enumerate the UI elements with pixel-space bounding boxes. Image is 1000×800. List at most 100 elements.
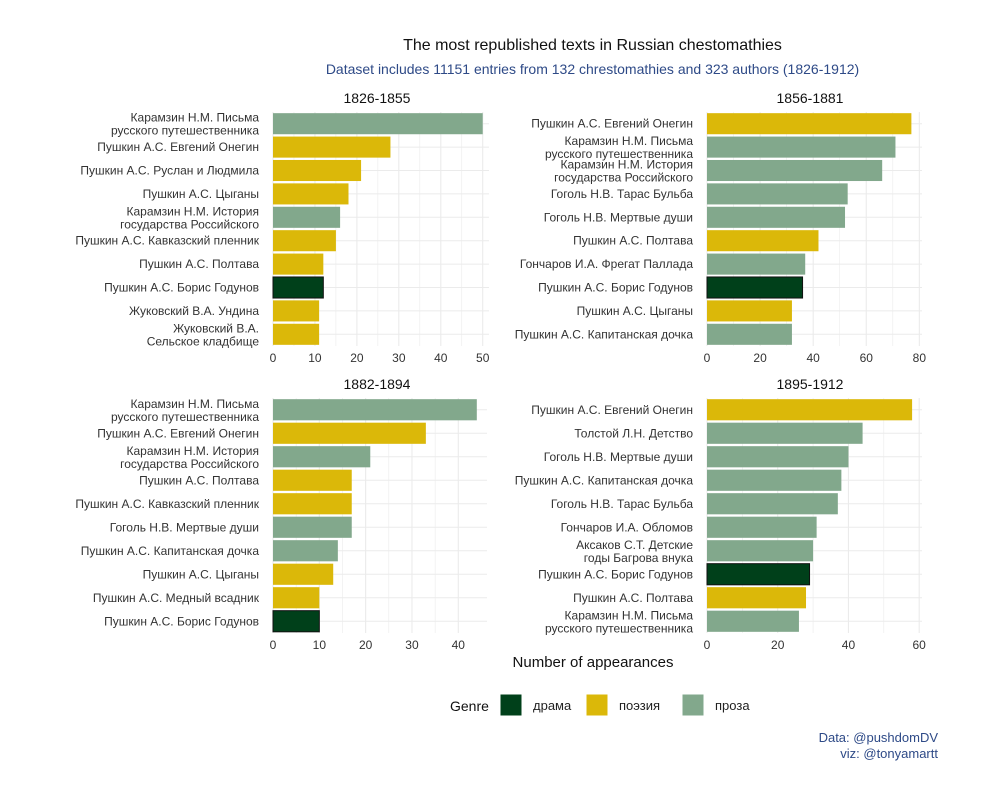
- bar-пушкин-а-с-кавказский-пленник: [273, 493, 352, 515]
- bar-пушкин-а-с-кавказский-пленник: [273, 230, 336, 252]
- panel-1856-1881: 0 20 40 60 80 1856-1881 Пушкин А.С. Евгений Он…: [515, 90, 927, 365]
- panel-1882-1894: 0 10 20 30 40 1882-1894 Карамзин Н.М. Письма ру…: [75, 376, 487, 652]
- bar-пушкин-а-с-полтава: [707, 230, 819, 252]
- x-tick-label: 0: [270, 638, 277, 652]
- category-label: Гоголь Н.В. Мертвые души: [544, 450, 693, 464]
- bar-карамзин-н-м-письма-русского-путешественника: [273, 399, 477, 421]
- x-tick-label: 40: [452, 638, 466, 652]
- category-label: Пушкин А.С. Кавказский пленник: [75, 234, 259, 248]
- category-label: Жуковский В.А. Ундина: [129, 304, 259, 318]
- bar-пушкин-а-с-цыганы: [273, 183, 349, 205]
- legend: Genre драма поэзия проза: [450, 693, 750, 717]
- bar-пушкин-а-с-евгений-онегин: [273, 422, 426, 444]
- bar-гончаров-и-а-фрегат-паллада: [707, 253, 806, 275]
- category-label: Жуковский В.А. Сельское кладбище: [147, 321, 260, 348]
- x-tick-label: 40: [434, 351, 448, 365]
- bar-жуковский-в-а-ундина: [273, 300, 320, 322]
- category-label: Пушкин А.С. Евгений Онегин: [97, 426, 259, 440]
- caption: Data: @pushdomDV viz: @tonyamartt: [819, 730, 938, 762]
- category-label: Пушкин А.С. Полтава: [573, 234, 693, 248]
- legend-swatch-проза: [681, 693, 705, 717]
- panel-title: 1895-1912: [777, 376, 844, 392]
- chart-subtitle: Dataset includes 11151 entries from 132 …: [325, 61, 860, 77]
- bar-гончаров-и-а-обломов: [707, 516, 817, 538]
- legend-swatch-поэзия: [585, 693, 609, 717]
- bar-гоголь-н-в-мертвые-души: [273, 516, 352, 538]
- bar-пушкин-а-с-евгений-онегин: [273, 136, 391, 158]
- category-label: Толстой Л.Н. Детство: [574, 426, 693, 440]
- bar-пушкин-а-с-руслан-и-людмила: [273, 159, 362, 182]
- category-label: Пушкин А.С. Цыганы: [143, 567, 259, 581]
- panel-title: 1856-1881: [777, 90, 844, 106]
- caption-viz-credit: viz: @tonyamartt: [840, 746, 938, 761]
- category-label: Пушкин А.С. Капитанская дочка: [515, 327, 694, 341]
- panel-title: 1826-1855: [344, 90, 411, 106]
- panel-1895-1912: 0 20 40 60 1895-1912 Пушкин А.С. Евгений Онег…: [515, 376, 926, 652]
- x-tick-label: 60: [860, 351, 874, 365]
- legend-swatch-драма: [499, 693, 523, 717]
- bar-гоголь-н-в-тарас-бульба: [707, 493, 838, 515]
- x-tick-label: 30: [392, 351, 406, 365]
- legend-label: проза: [715, 698, 750, 713]
- bar-карамзин-н-м-письма-русского-путешественника: [707, 610, 799, 632]
- bar-толстой-л-н-детство: [707, 422, 863, 444]
- category-label: Гоголь Н.В. Мертвые души: [110, 520, 259, 534]
- bar-пушкин-а-с-борис-годунов: [272, 610, 320, 633]
- bar-пушкин-а-с-евгений-онегин: [707, 399, 913, 421]
- category-label: Гоголь Н.В. Мертвые души: [544, 210, 693, 224]
- category-label: Пушкин А.С. Евгений Онегин: [97, 140, 259, 154]
- category-label: Карамзин Н.М. История государства Российс…: [120, 444, 259, 471]
- category-label: Карамзин Н.М. Письма русского путешествен…: [111, 111, 259, 138]
- category-label: Аксаков С.Т. Детские годы Багрова внука: [576, 538, 693, 565]
- category-label: Пушкин А.С. Полтава: [139, 257, 259, 271]
- category-label: Пушкин А.С. Цыганы: [577, 304, 693, 318]
- category-label: Карамзин Н.М. Письма русского путешествен…: [545, 134, 693, 161]
- category-label: Пушкин А.С. Евгений Онегин: [531, 117, 693, 131]
- bar-гоголь-н-в-мертвые-души: [707, 446, 849, 468]
- category-label: Пушкин А.С. Борис Годунов: [538, 567, 693, 581]
- category-label: Пушкин А.С. Капитанская дочка: [81, 544, 260, 558]
- category-label: Карамзин Н.М. Письма русского путешествен…: [111, 397, 259, 424]
- category-label: Пушкин А.С. Борис Годунов: [104, 281, 259, 295]
- bar-жуковский-в-а-сельское-кладбище: [273, 323, 320, 345]
- x-tick-label: 40: [806, 351, 820, 365]
- x-tick-label: 20: [753, 351, 767, 365]
- x-tick-label: 60: [912, 638, 926, 652]
- bar-гоголь-н-в-тарас-бульба: [707, 183, 848, 205]
- x-tick-label: 0: [704, 351, 711, 365]
- bar-пушкин-а-с-цыганы: [273, 563, 334, 585]
- bar-аксаков-с-т-детские-годы-багрова-внука: [707, 540, 814, 562]
- category-label: Карамзин Н.М. Письма русского путешествен…: [545, 608, 693, 635]
- category-label: Гоголь Н.В. Тарас Бульба: [551, 497, 693, 511]
- bar-пушкин-а-с-полтава: [707, 587, 807, 609]
- x-tick-label: 0: [270, 351, 277, 365]
- bar-карамзин-н-м-история-государства-российского: [273, 446, 371, 468]
- bar-гоголь-н-в-мертвые-души: [707, 206, 846, 228]
- category-label: Пушкин А.С. Медный всадник: [93, 591, 260, 605]
- category-label: Пушкин А.С. Цыганы: [143, 187, 259, 201]
- x-tick-label: 20: [771, 638, 785, 652]
- x-tick-label: 10: [308, 351, 322, 365]
- bar-пушкин-а-с-капитанская-дочка: [707, 323, 792, 345]
- category-label: Пушкин А.С. Борис Годунов: [538, 281, 693, 295]
- category-label: Пушкин А.С. Руслан и Людмила: [80, 164, 259, 178]
- x-tick-label: 50: [476, 351, 490, 365]
- x-tick-label: 20: [359, 638, 373, 652]
- x-tick-label: 40: [842, 638, 856, 652]
- bar-пушкин-а-с-капитанская-дочка: [273, 540, 338, 562]
- bar-пушкин-а-с-полтава: [273, 469, 352, 491]
- bar-карамзин-н-м-письма-русского-путешественника: [707, 136, 896, 158]
- bar-пушкин-а-с-полтава: [273, 253, 324, 275]
- bar-карамзин-н-м-письма-русского-путешественника: [273, 113, 483, 135]
- bar-пушкин-а-с-цыганы: [707, 300, 792, 322]
- x-tick-label: 80: [913, 351, 927, 365]
- legend-label: поэзия: [619, 698, 660, 713]
- category-label: Пушкин А.С. Борис Годунов: [104, 614, 259, 628]
- bar-пушкин-а-с-борис-годунов: [706, 563, 811, 586]
- category-label: Пушкин А.С. Капитанская дочка: [515, 473, 694, 487]
- x-tick-label: 10: [313, 638, 327, 652]
- legend-label: драма: [533, 698, 572, 713]
- category-label: Пушкин А.С. Полтава: [573, 591, 693, 605]
- bar-пушкин-а-с-борис-годунов: [706, 276, 804, 299]
